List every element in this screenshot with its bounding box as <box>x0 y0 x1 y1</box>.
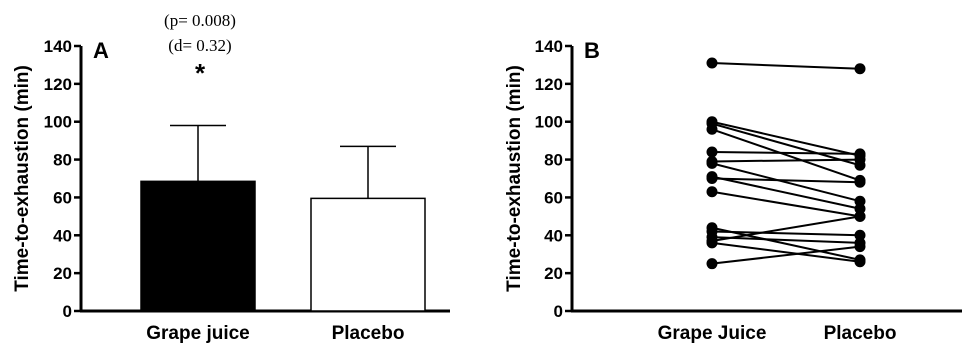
y-tick-label: 40 <box>53 226 72 245</box>
x-tick-label: Placebo <box>332 323 405 344</box>
y-tick-label: 0 <box>554 302 563 321</box>
y-axis-label: Time-to-exhaustion (min) <box>504 65 525 292</box>
subject-connector <box>711 241 861 263</box>
y-tick-label: 0 <box>63 302 72 321</box>
panel-label: B <box>584 38 600 63</box>
y-tick-label: 80 <box>53 151 72 170</box>
subject-connector <box>711 120 861 157</box>
data-point <box>854 210 866 222</box>
subject-connector <box>711 162 861 203</box>
y-tick-label: 60 <box>544 188 563 207</box>
data-point <box>854 256 866 268</box>
panel-a: 0 20 40 60 80 100 120 140 Time-to-exhaustion (mi… <box>12 11 450 344</box>
data-point <box>706 157 718 169</box>
panel-b: 0 20 40 60 80 100 120 140 Time-to-exhaustion (mi… <box>504 37 962 344</box>
subject-line <box>706 146 866 160</box>
y-tick-label: 60 <box>53 188 72 207</box>
panel-label: A <box>93 38 109 63</box>
annotation-p-value: (p= 0.008) <box>164 11 236 30</box>
data-point <box>706 123 718 135</box>
y-tick-label: 100 <box>44 113 72 132</box>
y-tick-label: 120 <box>44 75 72 94</box>
subject-line <box>706 157 866 207</box>
subject-line <box>706 173 866 188</box>
data-point <box>854 229 866 241</box>
data-point <box>854 241 866 253</box>
subject-connector <box>711 62 861 70</box>
subject-connector <box>711 175 861 210</box>
data-point <box>706 237 718 249</box>
data-point <box>854 154 866 166</box>
data-point <box>854 195 866 207</box>
data-point <box>706 146 718 158</box>
y-tick-label: 40 <box>544 226 563 245</box>
subject-connector <box>711 215 861 242</box>
y-tick-label: 80 <box>544 151 563 170</box>
bar <box>310 197 426 312</box>
subject-line <box>706 237 866 268</box>
y-tick-label: 20 <box>544 264 563 283</box>
significance-star: * <box>195 58 206 88</box>
subject-connector <box>711 122 861 167</box>
subject-connector <box>711 230 861 237</box>
data-point <box>706 186 718 198</box>
y-tick-label: 140 <box>44 37 72 56</box>
data-point <box>854 203 866 215</box>
subject-connector <box>711 128 861 182</box>
y-tick-label: 120 <box>535 75 563 94</box>
subject-connector <box>711 151 861 155</box>
data-point <box>706 57 718 69</box>
subject-line <box>706 171 866 215</box>
annotation-effect-size: (d= 0.32) <box>168 36 231 55</box>
subject-line <box>706 241 866 270</box>
subject-connector <box>711 190 861 218</box>
y-axis-label: Time-to-exhaustion (min) <box>12 65 33 292</box>
subject-connector <box>711 177 861 184</box>
y-tick-label: 20 <box>53 264 72 283</box>
subject-line <box>706 57 866 75</box>
y-tick-label: 100 <box>535 113 563 132</box>
y-tick-label: 140 <box>535 37 563 56</box>
data-point <box>854 63 866 75</box>
bar <box>140 180 256 312</box>
data-point <box>706 258 718 270</box>
x-tick-label: Placebo <box>824 323 897 344</box>
subject-line <box>706 123 866 186</box>
x-tick-label: Grape Juice <box>658 323 767 344</box>
subject-line <box>706 210 866 247</box>
subject-connector <box>711 245 861 265</box>
subject-connector <box>711 236 861 244</box>
data-point <box>706 173 718 184</box>
data-point <box>854 176 866 188</box>
subject-connector <box>711 158 861 163</box>
x-tick-label: Grape juice <box>146 323 250 344</box>
subject-line <box>706 154 866 167</box>
